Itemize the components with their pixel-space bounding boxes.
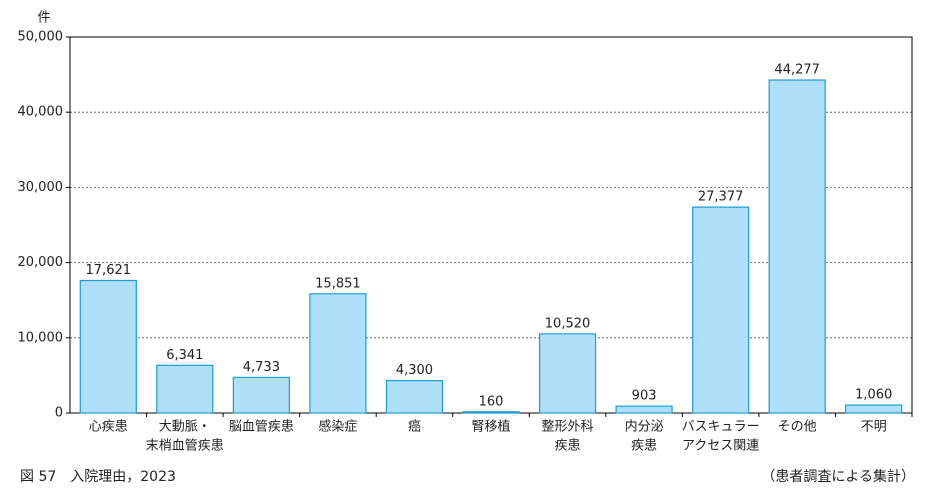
value-label: 1,060 bbox=[855, 388, 892, 403]
value-label: 44,277 bbox=[774, 63, 820, 78]
x-tick-label: 腎移植 bbox=[471, 420, 510, 435]
bar bbox=[615, 405, 673, 414]
value-label: 27,377 bbox=[698, 190, 744, 205]
value-label: 17,621 bbox=[86, 263, 132, 278]
bar bbox=[768, 79, 826, 414]
y-tick-label: 30,000 bbox=[18, 180, 64, 195]
y-tick-label: 50,000 bbox=[18, 30, 64, 45]
x-tick-label: 大動脈・ bbox=[159, 420, 211, 435]
bar bbox=[385, 380, 444, 414]
bar bbox=[462, 411, 520, 414]
y-tick-label: 10,000 bbox=[18, 330, 64, 345]
value-label: 6,341 bbox=[166, 348, 203, 363]
x-tick-label: 末梢血管疾患 bbox=[146, 439, 224, 454]
bar bbox=[309, 293, 367, 414]
bar bbox=[692, 206, 750, 414]
x-tick-label: 内分泌 bbox=[625, 419, 664, 435]
x-tick-label: 心疾患 bbox=[89, 420, 128, 435]
value-label: 903 bbox=[632, 389, 657, 404]
x-tick-label: 不明 bbox=[861, 420, 887, 435]
x-tick-label: バスキュラー bbox=[682, 420, 760, 435]
y-tick-label: 0 bbox=[55, 406, 63, 421]
x-tick-label: 整形外科 bbox=[542, 420, 594, 435]
bar bbox=[156, 364, 214, 414]
x-tick-label: その他 bbox=[778, 420, 817, 435]
value-label: 4,300 bbox=[396, 363, 433, 378]
y-tick-label: 20,000 bbox=[18, 255, 64, 270]
bar bbox=[232, 376, 290, 414]
bar bbox=[79, 279, 137, 414]
x-tick-label: 癌 bbox=[408, 419, 421, 435]
caption: 図 57 入院理由，2023 bbox=[20, 469, 176, 485]
x-tick-label: アクセス関連 bbox=[682, 439, 759, 454]
x-tick-label: 疾患 bbox=[555, 439, 581, 454]
y-unit: 件 bbox=[37, 11, 50, 26]
value-label: 15,851 bbox=[315, 276, 361, 291]
bar bbox=[845, 404, 903, 414]
value-label: 4,733 bbox=[243, 360, 280, 375]
value-label: 160 bbox=[479, 394, 504, 409]
x-tick-label: 脳血管疾患 bbox=[229, 420, 294, 435]
x-tick-label: 感染症 bbox=[318, 419, 357, 435]
x-tick-label: 疾患 bbox=[631, 439, 657, 454]
bar bbox=[538, 333, 597, 414]
value-label: 10,520 bbox=[545, 316, 591, 331]
y-tick-label: 40,000 bbox=[18, 105, 64, 120]
note: （患者調査による集計） bbox=[761, 468, 915, 485]
